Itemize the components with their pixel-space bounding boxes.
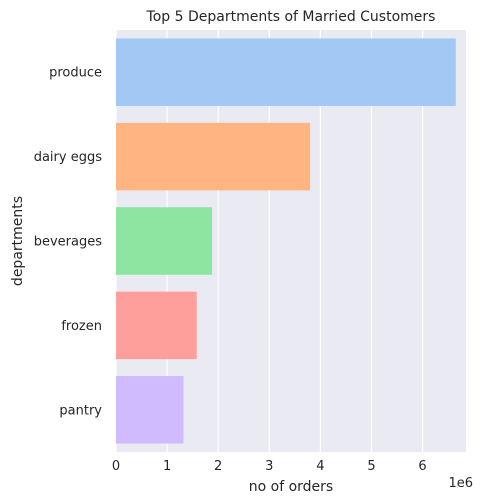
x-tick-label: 1 <box>163 459 171 474</box>
bar-produce <box>116 38 456 106</box>
x-tick-label: 4 <box>316 459 324 474</box>
x-tick-label: 0 <box>112 459 120 474</box>
y-axis-title: departments <box>10 196 26 286</box>
bar-frozen <box>116 291 197 360</box>
bar-dairy-eggs <box>116 122 311 191</box>
x-tick-label: 5 <box>367 459 375 474</box>
bar-pantry <box>116 376 184 444</box>
chart-title: Top 5 Departments of Married Customers <box>146 9 436 25</box>
x-tick-label: 3 <box>265 459 273 474</box>
x-axis-scale-note: 1e6 <box>448 476 473 491</box>
y-tick-label: frozen <box>61 319 102 334</box>
y-tick-label: pantry <box>59 403 102 418</box>
y-tick-label: beverages <box>34 235 103 250</box>
bars <box>116 38 456 444</box>
x-tick-label: 6 <box>418 459 426 474</box>
bar-beverages <box>116 207 213 275</box>
y-tick-label: dairy eggs <box>34 150 103 165</box>
y-tick-label: produce <box>49 66 102 81</box>
x-axis-title: no of orders <box>249 479 333 495</box>
y-tick-labels: produce dairy eggs beverages frozen pantry <box>34 66 103 419</box>
x-tick-label: 2 <box>214 459 222 474</box>
x-tick-labels: 0 1 2 3 4 5 6 <box>112 459 427 474</box>
